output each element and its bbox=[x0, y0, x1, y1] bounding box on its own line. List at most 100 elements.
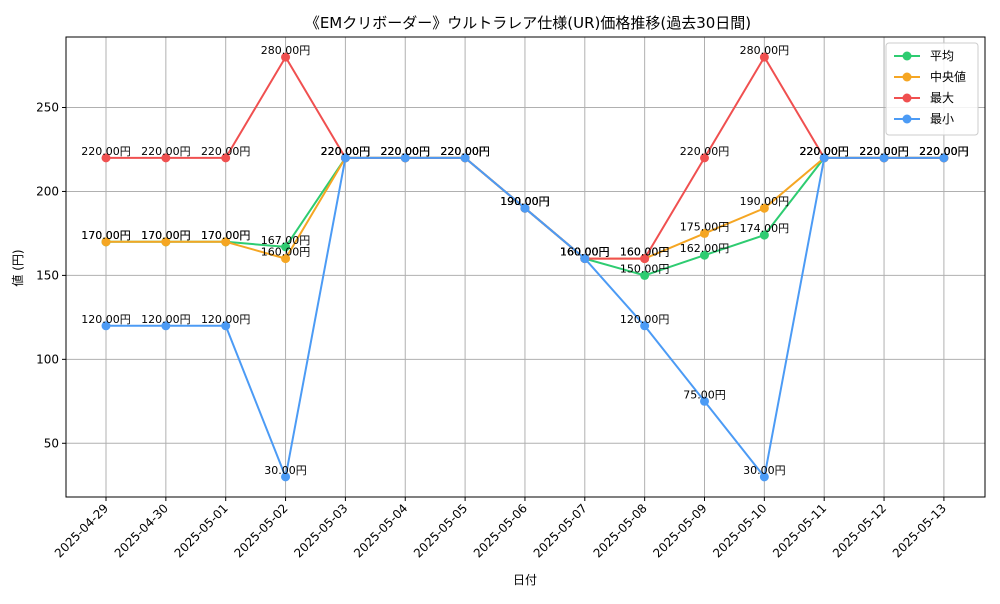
legend-label: 最大 bbox=[930, 91, 954, 105]
data-label: 175.00円 bbox=[680, 220, 730, 233]
x-tick-label: 2025-05-03 bbox=[291, 501, 350, 560]
data-label: 162.00円 bbox=[680, 242, 730, 255]
data-label: 220.00円 bbox=[141, 145, 191, 158]
x-tick-label: 2025-04-30 bbox=[112, 501, 171, 560]
legend-label: 平均 bbox=[930, 49, 954, 63]
data-label: 220.00円 bbox=[919, 145, 969, 158]
data-label: 160.00円 bbox=[620, 246, 670, 259]
legend-marker bbox=[902, 51, 912, 61]
data-label: 220.00円 bbox=[381, 145, 431, 158]
legend-marker bbox=[902, 114, 912, 124]
data-label: 120.00円 bbox=[620, 313, 670, 326]
data-label: 190.00円 bbox=[500, 195, 550, 208]
data-label: 220.00円 bbox=[321, 145, 371, 158]
data-point bbox=[819, 153, 829, 163]
data-label: 160.00円 bbox=[560, 246, 610, 259]
data-point bbox=[221, 237, 231, 247]
data-label: 170.00円 bbox=[81, 229, 131, 242]
y-tick-label: 50 bbox=[44, 436, 59, 450]
series-lines bbox=[101, 52, 949, 482]
data-label: 220.00円 bbox=[321, 145, 371, 158]
data-point bbox=[700, 153, 709, 163]
data-label: 220.00円 bbox=[440, 145, 490, 158]
legend-box bbox=[885, 42, 979, 136]
data-point bbox=[759, 203, 769, 213]
data-label: 220.00円 bbox=[799, 145, 849, 158]
data-label: 30.00円 bbox=[743, 464, 786, 477]
data-label: 220.00円 bbox=[859, 145, 909, 158]
data-label: 220.00円 bbox=[799, 145, 849, 158]
data-point bbox=[221, 321, 231, 331]
x-tick-label: 2025-05-09 bbox=[650, 501, 709, 560]
x-tick-label: 2025-05-11 bbox=[770, 501, 829, 560]
x-tick-label: 2025-05-06 bbox=[471, 501, 530, 560]
data-label: 170.00円 bbox=[201, 229, 251, 242]
data-point bbox=[700, 396, 709, 406]
axes: 2025-04-29 2025-04-30 2025-05-01 2025-05-02… bbox=[36, 36, 986, 560]
data-point bbox=[161, 153, 171, 163]
data-point bbox=[939, 153, 949, 163]
data-point bbox=[281, 52, 291, 62]
data-label: 167.00円 bbox=[261, 234, 311, 247]
data-point bbox=[700, 228, 709, 238]
chart-title: 《EMクリボーダー》ウルトラレア仕様(UR)価格推移(過去30日間) bbox=[305, 14, 751, 32]
data-point bbox=[520, 203, 530, 213]
data-label: 220.00円 bbox=[799, 145, 849, 158]
y-tick-label: 100 bbox=[36, 352, 59, 366]
x-tick-label: 2025-04-29 bbox=[52, 501, 111, 560]
data-label: 170.00円 bbox=[141, 229, 191, 242]
legend-marker bbox=[902, 72, 912, 82]
data-label: 220.00円 bbox=[859, 145, 909, 158]
data-point bbox=[400, 153, 410, 163]
data-label: 160.00円 bbox=[620, 246, 670, 259]
data-label: 220.00円 bbox=[919, 145, 969, 158]
data-point bbox=[161, 237, 171, 247]
plot-frame bbox=[65, 36, 986, 498]
data-label: 120.00円 bbox=[201, 313, 251, 326]
data-point bbox=[640, 321, 650, 331]
data-labels: 170.00円 170.00円 170.00円 167.00円 220.00円 220.0… bbox=[81, 44, 968, 477]
data-label: 220.00円 bbox=[321, 145, 371, 158]
data-label: 174.00円 bbox=[740, 222, 790, 235]
data-label: 220.00円 bbox=[381, 145, 431, 158]
data-label: 190.00円 bbox=[500, 195, 550, 208]
data-point bbox=[580, 254, 590, 264]
data-label: 220.00円 bbox=[201, 145, 251, 158]
data-label: 160.00円 bbox=[560, 246, 610, 259]
data-point bbox=[640, 270, 650, 280]
data-label: 190.00円 bbox=[740, 195, 790, 208]
data-label: 190.00円 bbox=[500, 195, 550, 208]
y-tick-label: 250 bbox=[36, 101, 59, 115]
x-tick-label: 2025-05-01 bbox=[172, 501, 231, 560]
y-tick-label: 200 bbox=[36, 184, 59, 198]
data-label: 220.00円 bbox=[919, 145, 969, 158]
data-label: 160.00円 bbox=[560, 246, 610, 259]
data-label: 220.00円 bbox=[381, 145, 431, 158]
data-label: 220.00円 bbox=[859, 145, 909, 158]
x-tick-label: 2025-05-05 bbox=[411, 501, 470, 560]
x-axis-title: 日付 bbox=[513, 573, 537, 587]
x-tick-label: 2025-05-13 bbox=[890, 501, 949, 560]
x-tick-label: 2025-05-07 bbox=[531, 501, 590, 560]
data-point bbox=[879, 153, 889, 163]
data-label: 120.00円 bbox=[81, 313, 131, 326]
data-label: 280.00円 bbox=[740, 44, 790, 57]
data-point bbox=[640, 254, 650, 264]
x-tick-label: 2025-05-10 bbox=[710, 501, 769, 560]
data-point bbox=[161, 321, 171, 331]
data-label: 220.00円 bbox=[81, 145, 131, 158]
data-label: 160.00円 bbox=[261, 246, 311, 259]
data-label: 220.00円 bbox=[680, 145, 730, 158]
x-tick-label: 2025-05-12 bbox=[830, 501, 889, 560]
data-label: 220.00円 bbox=[919, 145, 969, 158]
x-tick-label: 2025-05-02 bbox=[231, 501, 290, 560]
data-label: 190.00円 bbox=[500, 195, 550, 208]
legend-marker bbox=[902, 93, 912, 103]
data-point bbox=[281, 254, 291, 264]
data-label: 220.00円 bbox=[799, 145, 849, 158]
data-label: 160.00円 bbox=[560, 246, 610, 259]
x-tick-label: 2025-05-04 bbox=[351, 501, 410, 560]
data-point bbox=[101, 153, 111, 163]
